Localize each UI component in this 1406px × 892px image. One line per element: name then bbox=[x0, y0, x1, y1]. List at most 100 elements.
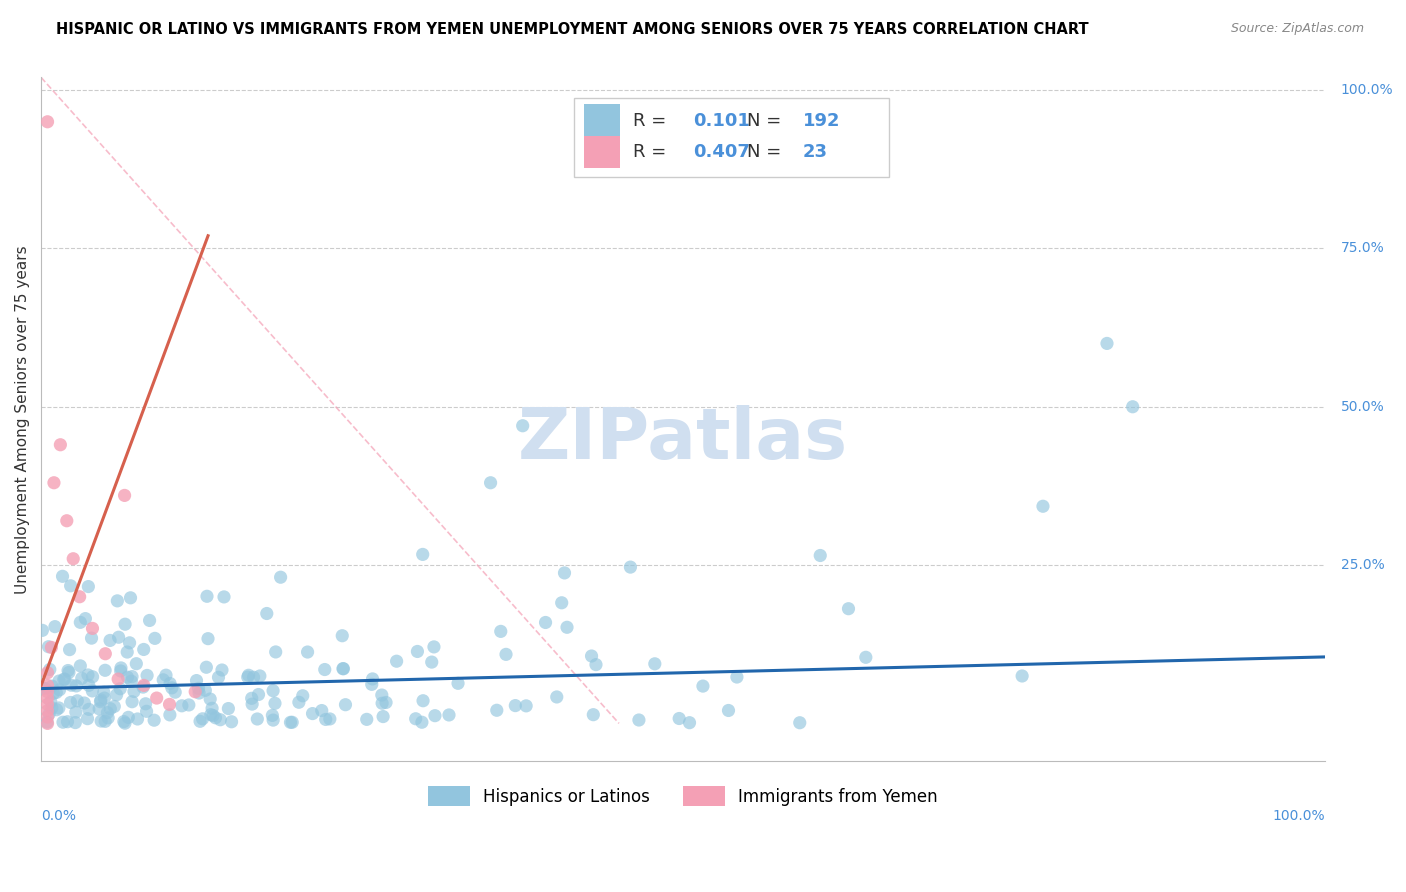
Point bbox=[35, 714, 58, 729]
Point bbox=[42, 686, 65, 700]
Point bbox=[120, 674, 142, 689]
Point bbox=[335, 698, 357, 712]
Point bbox=[195, 660, 218, 674]
Point bbox=[125, 657, 148, 671]
Point bbox=[668, 712, 690, 726]
Point bbox=[37, 691, 59, 706]
Point bbox=[627, 713, 650, 727]
Point bbox=[56, 714, 79, 729]
Point bbox=[62, 551, 84, 566]
Point bbox=[37, 115, 59, 129]
Point bbox=[717, 703, 740, 717]
Point bbox=[107, 630, 129, 644]
FancyBboxPatch shape bbox=[585, 136, 620, 169]
Point bbox=[534, 615, 557, 630]
Point bbox=[69, 659, 91, 673]
Point bbox=[114, 716, 136, 731]
Point bbox=[582, 707, 605, 722]
FancyBboxPatch shape bbox=[585, 104, 620, 137]
Point bbox=[692, 679, 714, 693]
Point bbox=[221, 714, 243, 729]
Point bbox=[405, 712, 427, 726]
Point bbox=[212, 590, 235, 604]
Text: ZIPatlas: ZIPatlas bbox=[519, 406, 848, 475]
Point bbox=[725, 670, 748, 684]
Point bbox=[837, 601, 859, 615]
Point bbox=[41, 701, 63, 715]
Point bbox=[332, 662, 354, 676]
Point bbox=[361, 672, 384, 686]
Point bbox=[512, 418, 534, 433]
Point bbox=[270, 570, 292, 584]
Text: 0.0%: 0.0% bbox=[41, 809, 76, 823]
Point bbox=[118, 636, 141, 650]
Point bbox=[59, 696, 82, 710]
Point bbox=[115, 645, 138, 659]
Point bbox=[191, 712, 214, 726]
Point bbox=[262, 708, 284, 723]
Point bbox=[177, 698, 200, 712]
Point bbox=[406, 644, 429, 658]
Point bbox=[107, 672, 129, 686]
Point bbox=[297, 645, 319, 659]
Point bbox=[288, 695, 311, 709]
Point bbox=[37, 684, 59, 698]
Point bbox=[77, 678, 100, 692]
Point bbox=[65, 715, 87, 730]
Point bbox=[165, 685, 187, 699]
Point bbox=[246, 712, 269, 726]
Point bbox=[1095, 336, 1118, 351]
Point bbox=[94, 714, 117, 729]
Point bbox=[136, 668, 159, 682]
Point bbox=[82, 684, 104, 698]
Point bbox=[152, 673, 174, 687]
Point bbox=[37, 665, 59, 680]
Point bbox=[41, 679, 63, 693]
Text: 0.101: 0.101 bbox=[693, 112, 751, 129]
Point bbox=[69, 590, 91, 604]
Point bbox=[262, 683, 284, 698]
Point bbox=[41, 640, 63, 655]
Point bbox=[371, 688, 394, 702]
Point bbox=[423, 708, 446, 723]
FancyBboxPatch shape bbox=[574, 98, 889, 177]
Point bbox=[48, 701, 70, 715]
Point bbox=[98, 702, 121, 716]
Point bbox=[94, 663, 117, 677]
Point bbox=[60, 678, 83, 692]
Point bbox=[485, 703, 508, 717]
Point bbox=[132, 680, 155, 694]
Point bbox=[97, 711, 120, 725]
Point bbox=[77, 668, 100, 682]
Point bbox=[371, 696, 394, 710]
Point bbox=[48, 682, 70, 697]
Point bbox=[236, 670, 259, 684]
Point bbox=[311, 704, 333, 718]
Point bbox=[37, 710, 59, 724]
Point bbox=[135, 697, 157, 711]
Point bbox=[117, 670, 139, 684]
Point bbox=[1032, 500, 1054, 514]
Text: R =: R = bbox=[633, 112, 672, 129]
Point bbox=[65, 705, 87, 719]
Point bbox=[90, 714, 112, 728]
Text: 100.0%: 100.0% bbox=[1341, 83, 1393, 97]
Point bbox=[332, 662, 354, 676]
Point bbox=[211, 663, 233, 677]
Point bbox=[188, 686, 211, 700]
Point bbox=[52, 673, 75, 687]
Point bbox=[159, 676, 181, 690]
Point bbox=[249, 669, 271, 683]
Point bbox=[53, 672, 76, 686]
Point bbox=[159, 698, 181, 712]
Point bbox=[160, 681, 183, 695]
Point bbox=[546, 690, 568, 704]
Point bbox=[197, 632, 219, 646]
Text: N =: N = bbox=[748, 112, 787, 129]
Point bbox=[1122, 400, 1144, 414]
Point bbox=[38, 663, 60, 677]
Point bbox=[108, 681, 131, 696]
Point bbox=[80, 631, 103, 645]
Point bbox=[114, 488, 136, 502]
Point bbox=[301, 706, 323, 721]
